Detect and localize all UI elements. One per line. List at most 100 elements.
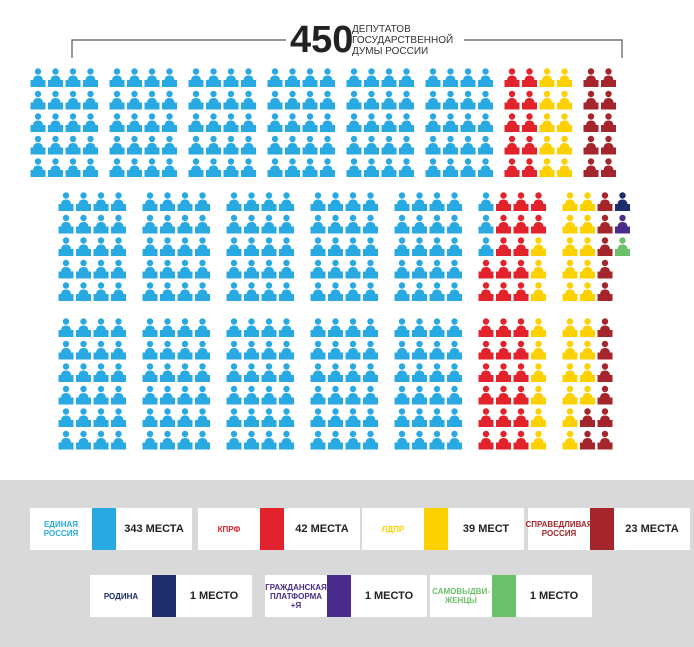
seat: [65, 68, 81, 87]
seat: [58, 237, 74, 256]
seat: [58, 259, 74, 279]
seat: [142, 340, 158, 360]
value-label: 39 МЕСТ: [448, 508, 524, 550]
seat: [76, 430, 91, 450]
seat: [58, 192, 74, 211]
seat: [58, 363, 74, 382]
seat: [429, 430, 445, 450]
seat: [93, 192, 109, 211]
seat: [177, 259, 193, 279]
seat: [580, 385, 595, 405]
seat: [531, 408, 546, 427]
seat: [381, 135, 397, 155]
seat: [478, 237, 494, 256]
seat: [226, 408, 242, 427]
seat: [76, 363, 91, 382]
seat: [162, 158, 177, 177]
seat: [195, 237, 210, 256]
seat: [223, 113, 239, 132]
seat: [285, 113, 300, 132]
seat: [188, 68, 204, 87]
seat: [522, 135, 537, 155]
seat: [144, 158, 160, 177]
seat: [399, 135, 414, 155]
seat: [93, 318, 109, 337]
seat: [65, 135, 81, 155]
seat: [531, 192, 546, 211]
seat: [83, 90, 98, 110]
legend-item: ЛДПР 39 МЕСТ: [362, 508, 524, 550]
seat: [223, 90, 239, 110]
seat: [460, 135, 476, 155]
seat: [425, 68, 441, 87]
seat: [443, 135, 458, 155]
seat: [478, 113, 493, 132]
legend-swatch: [152, 575, 176, 617]
seat: [83, 158, 98, 177]
seat: [557, 158, 572, 177]
seat: [177, 408, 193, 427]
seat: [394, 318, 410, 337]
seat: [583, 158, 599, 177]
seat: [583, 90, 599, 110]
seat: [160, 237, 175, 256]
seat: [363, 192, 378, 211]
seat: [363, 237, 378, 256]
seat: [195, 318, 210, 337]
seat: [302, 90, 318, 110]
seat: [425, 158, 441, 177]
seat: [226, 318, 242, 337]
seat: [580, 340, 595, 360]
seat: [562, 192, 578, 211]
seat: [412, 192, 427, 211]
seat: [412, 282, 427, 301]
seat: [460, 68, 476, 87]
seat: [381, 68, 397, 87]
seat: [539, 135, 555, 155]
seat: [394, 408, 410, 427]
seat: [162, 135, 177, 155]
seat: [223, 158, 239, 177]
seat: [412, 259, 427, 279]
party-logo: ГРАЖДАНСКАЯ ПЛАТФОРМА +Я: [265, 575, 327, 617]
seat: [412, 363, 427, 382]
seat: [127, 158, 142, 177]
seat: [601, 90, 616, 110]
seat: [412, 408, 427, 427]
seat: [261, 340, 277, 360]
seat: [127, 68, 142, 87]
value-label: 23 МЕСТА: [614, 508, 690, 550]
seat: [58, 318, 74, 337]
seat: [363, 385, 378, 405]
seat: [447, 282, 462, 301]
seat: [562, 430, 578, 450]
seat: [111, 282, 126, 301]
seat: [65, 113, 81, 132]
seat: [285, 90, 300, 110]
seat: [111, 430, 126, 450]
seat: [65, 158, 81, 177]
seat: [504, 135, 520, 155]
seat: [58, 385, 74, 405]
seat: [279, 385, 294, 405]
seat: [478, 385, 494, 405]
seat: [496, 430, 511, 450]
seat: [557, 68, 572, 87]
seat: [363, 340, 378, 360]
seat: [206, 113, 221, 132]
seat: [261, 385, 277, 405]
seat: [109, 68, 125, 87]
seat: [345, 192, 361, 211]
seat: [142, 259, 158, 279]
seat: [127, 113, 142, 132]
seat: [478, 363, 494, 382]
seat: [160, 363, 175, 382]
seat: [320, 68, 335, 87]
seat: [580, 430, 595, 450]
seat: [279, 318, 294, 337]
seat: [399, 68, 414, 87]
seat: [531, 385, 546, 405]
seat: [142, 408, 158, 427]
seat: [381, 158, 397, 177]
seat: [345, 408, 361, 427]
